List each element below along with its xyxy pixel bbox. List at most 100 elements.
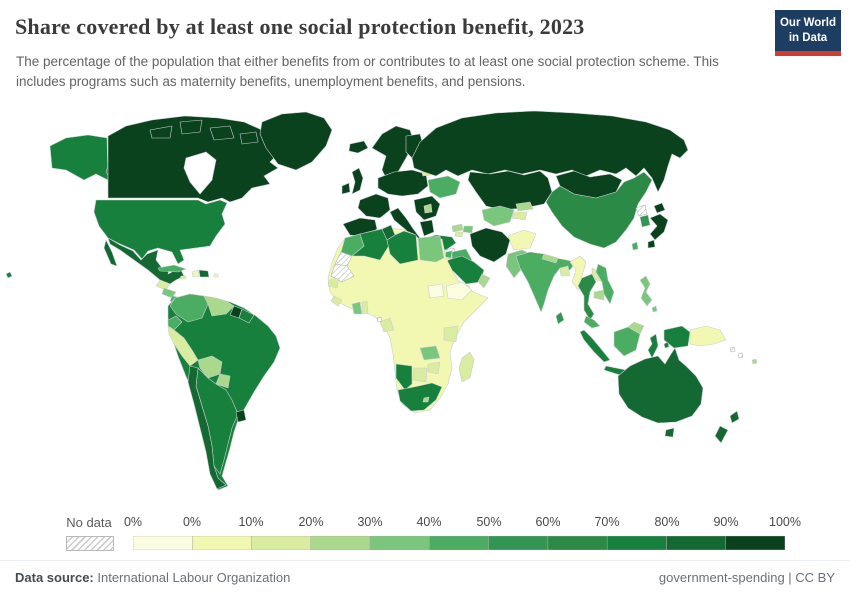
region-iran[interactable] — [469, 227, 511, 263]
region-libya[interactable] — [386, 230, 419, 265]
legend-bin-7[interactable] — [547, 536, 608, 550]
legend-bin-4[interactable] — [369, 536, 430, 550]
region-arctic-island-3[interactable] — [209, 125, 235, 141]
legend-bin-3[interactable] — [310, 536, 371, 550]
region-tajikistan[interactable] — [511, 211, 528, 221]
region-baja-california[interactable] — [103, 239, 118, 267]
region-namibia[interactable] — [395, 363, 413, 391]
region-philippines-mindanao[interactable] — [651, 305, 658, 313]
region-dominican-republic[interactable] — [198, 269, 210, 278]
region-fiji[interactable] — [751, 358, 758, 365]
region-cambodia[interactable] — [593, 289, 605, 301]
region-bangladesh[interactable] — [559, 265, 571, 277]
region-united-kingdom[interactable] — [351, 167, 364, 195]
legend-bin-8[interactable] — [606, 536, 667, 550]
region-madagascar[interactable] — [458, 351, 475, 383]
region-central-europe[interactable] — [377, 169, 429, 197]
owid-logo[interactable]: Our World in Data — [775, 10, 841, 56]
region-venezuela[interactable] — [203, 295, 235, 317]
region-usa[interactable] — [93, 199, 228, 265]
region-ghana[interactable] — [351, 301, 363, 315]
region-nepal[interactable] — [541, 253, 559, 264]
region-arctic-island-2[interactable] — [179, 119, 203, 135]
region-philippines[interactable] — [639, 275, 653, 307]
legend-bin-9[interactable] — [666, 536, 727, 550]
region-puerto-rico[interactable] — [213, 273, 219, 278]
region-haiti[interactable] — [191, 269, 200, 278]
region-sri-lanka[interactable] — [555, 311, 565, 325]
region-uruguay[interactable] — [235, 409, 247, 423]
region-west-papua[interactable] — [663, 325, 691, 349]
region-sierra-leone-liberia[interactable] — [330, 295, 343, 307]
region-azerbaijan[interactable] — [462, 225, 474, 234]
region-south-korea[interactable] — [639, 214, 651, 228]
legend-bin-6[interactable] — [488, 536, 549, 550]
region-balkans-light-patch[interactable] — [423, 203, 433, 214]
region-greece[interactable] — [419, 219, 435, 237]
region-congo-gabon[interactable] — [379, 317, 395, 333]
region-georgia[interactable] — [451, 223, 464, 233]
region-jamaica[interactable] — [179, 275, 187, 280]
region-japan-honshu[interactable] — [649, 213, 669, 241]
region-arctic-island-1[interactable] — [149, 125, 173, 139]
region-alaska[interactable] — [49, 134, 109, 181]
region-ukraine[interactable] — [427, 175, 461, 199]
region-france[interactable] — [357, 193, 391, 219]
region-mauritania[interactable] — [330, 263, 355, 283]
region-new-zealand-south[interactable] — [714, 425, 729, 444]
region-solomon-1[interactable] — [729, 346, 736, 353]
region-maluku-1[interactable] — [663, 341, 670, 349]
region-ethiopia[interactable] — [445, 281, 473, 301]
region-sulawesi[interactable] — [647, 333, 659, 359]
legend-bin-1[interactable] — [192, 536, 252, 550]
legend-bin-5[interactable] — [429, 536, 489, 550]
region-kazakhstan[interactable] — [467, 170, 553, 211]
region-vietnam[interactable] — [595, 263, 615, 305]
region-hawaii[interactable] — [5, 271, 13, 279]
region-turkmenistan-uzbekistan[interactable] — [481, 205, 515, 227]
region-australia[interactable] — [617, 347, 704, 424]
region-iceland[interactable] — [348, 140, 369, 154]
region-cuba[interactable] — [157, 264, 187, 273]
region-greenland[interactable] — [259, 111, 333, 171]
region-lesotho[interactable] — [422, 396, 430, 403]
region-scandinavia[interactable] — [371, 125, 415, 183]
region-new-zealand-north[interactable] — [729, 410, 740, 424]
region-tasmania[interactable] — [664, 427, 675, 438]
region-south-africa[interactable] — [397, 382, 443, 412]
region-senegal[interactable] — [327, 277, 340, 289]
region-chile[interactable] — [187, 365, 227, 490]
region-afghanistan[interactable] — [507, 229, 537, 251]
region-papua-new-guinea[interactable] — [689, 325, 727, 347]
license-note[interactable]: government-spending | CC BY — [658, 570, 835, 585]
region-togo-benin[interactable] — [361, 300, 369, 315]
region-japan-kyushu[interactable] — [647, 239, 656, 249]
region-japan-hokkaido[interactable] — [653, 202, 666, 214]
region-peru[interactable] — [167, 325, 199, 367]
region-sabah-sarawak[interactable] — [627, 321, 645, 335]
region-egypt[interactable] — [417, 235, 445, 263]
region-russia[interactable] — [411, 110, 689, 193]
region-equatorial-guinea[interactable] — [376, 316, 383, 323]
no-data-swatch[interactable] — [66, 536, 114, 551]
legend-bin-10[interactable] — [725, 536, 785, 550]
region-malaysia[interactable] — [583, 315, 601, 329]
region-kyrgyzstan[interactable] — [515, 201, 534, 212]
region-arctic-island-4[interactable] — [239, 131, 259, 145]
region-china[interactable] — [545, 171, 653, 249]
region-colombia[interactable] — [169, 293, 209, 323]
region-ireland[interactable] — [341, 182, 351, 195]
region-ecuador[interactable] — [167, 315, 183, 331]
region-thailand[interactable] — [577, 273, 597, 321]
region-zimbabwe[interactable] — [427, 361, 441, 375]
region-zambia[interactable] — [419, 345, 441, 361]
region-solomon-2[interactable] — [737, 352, 744, 359]
region-paraguay[interactable] — [215, 373, 231, 389]
region-botswana[interactable] — [412, 367, 428, 383]
region-tanzania[interactable] — [443, 325, 459, 343]
region-sumatra[interactable] — [579, 329, 611, 363]
region-oman[interactable] — [477, 273, 491, 289]
region-armenia[interactable] — [454, 231, 464, 238]
region-suriname-fr-guiana[interactable] — [238, 308, 255, 324]
region-india[interactable] — [515, 251, 577, 313]
